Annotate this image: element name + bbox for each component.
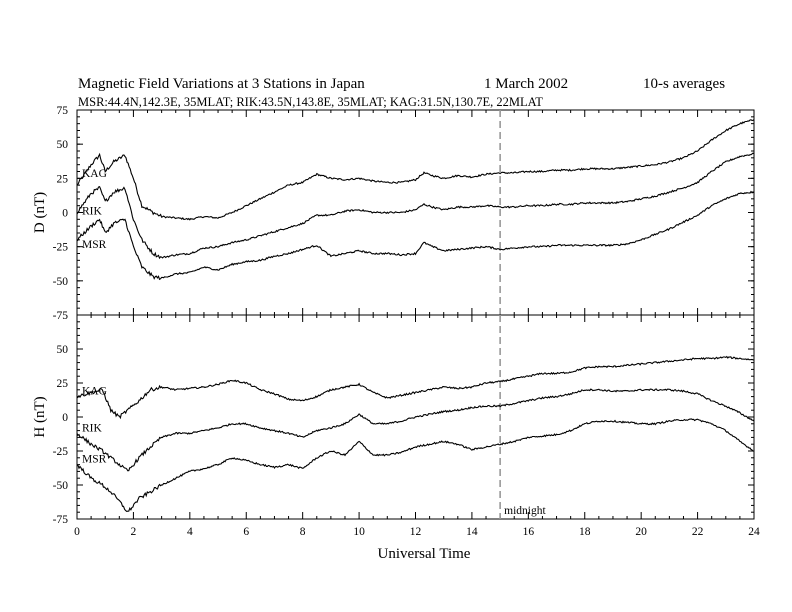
x-tick-label: 16 (523, 526, 535, 538)
x-tick-label: 14 (466, 526, 478, 538)
h-series-kag (76, 355, 755, 420)
h-ytick-label: -75 (53, 514, 69, 526)
h-series-label-rik: RIK (82, 422, 103, 434)
x-tick-label: 2 (131, 526, 137, 538)
d-series-kag (76, 119, 755, 221)
h-ytick-label: -50 (53, 480, 69, 492)
h-ytick-label: 0 (62, 412, 68, 424)
d-series-label-kag: KAG (82, 168, 107, 180)
x-tick-label: 12 (410, 526, 422, 538)
d-ytick-label: -25 (53, 242, 69, 254)
d-ytick-label: -75 (53, 310, 69, 322)
d-axis-label: D (nT) (32, 192, 48, 233)
h-ytick-label: -25 (53, 446, 69, 458)
d-series-rik (76, 152, 755, 260)
stations-subtitle: MSR:44.4N,142.3E, 35MLAT; RIK:43.5N,143.… (78, 95, 543, 109)
x-tick-label: 20 (635, 526, 647, 538)
h-series-rik (76, 388, 755, 472)
h-series-label-msr: MSR (82, 454, 107, 466)
x-tick-label: 24 (748, 526, 760, 538)
chart-title: Magnetic Field Variations at 3 Stations … (78, 76, 365, 92)
d-panel-frame (76, 109, 755, 316)
h-ytick-label: 25 (57, 378, 69, 390)
h-axis-label: H (nT) (32, 396, 48, 437)
d-series-msr (76, 190, 755, 281)
x-tick-label: 22 (692, 526, 704, 538)
h-series-label-kag: KAG (82, 386, 107, 398)
x-axis-label: Universal Time (378, 546, 471, 562)
d-ytick-label: -50 (53, 276, 69, 288)
x-tick-label: 4 (187, 526, 193, 538)
d-ytick-label: 0 (62, 208, 68, 220)
d-component-panel: 75 50 25 0 -25 -50 -75 KAG RIK MSR (53, 105, 755, 322)
midnight-annotation: midnight (504, 505, 546, 517)
d-series-label-rik: RIK (82, 206, 103, 218)
x-tick-label: 6 (243, 526, 249, 538)
x-tick-label: 8 (300, 526, 306, 538)
d-ytick-label: 75 (57, 105, 69, 117)
x-tick-label: 18 (579, 526, 591, 538)
chart-date: 1 March 2002 (484, 76, 568, 92)
x-tick-label: 10 (353, 526, 365, 538)
h-series-msr (77, 418, 755, 512)
x-tick-label: 0 (74, 526, 80, 538)
chart-averaging: 10-s averages (643, 76, 725, 92)
d-ytick-label: 50 (57, 139, 69, 151)
h-ytick-label: 50 (57, 344, 69, 356)
d-series-label-msr: MSR (82, 239, 107, 251)
d-ytick-label: 25 (57, 173, 69, 185)
